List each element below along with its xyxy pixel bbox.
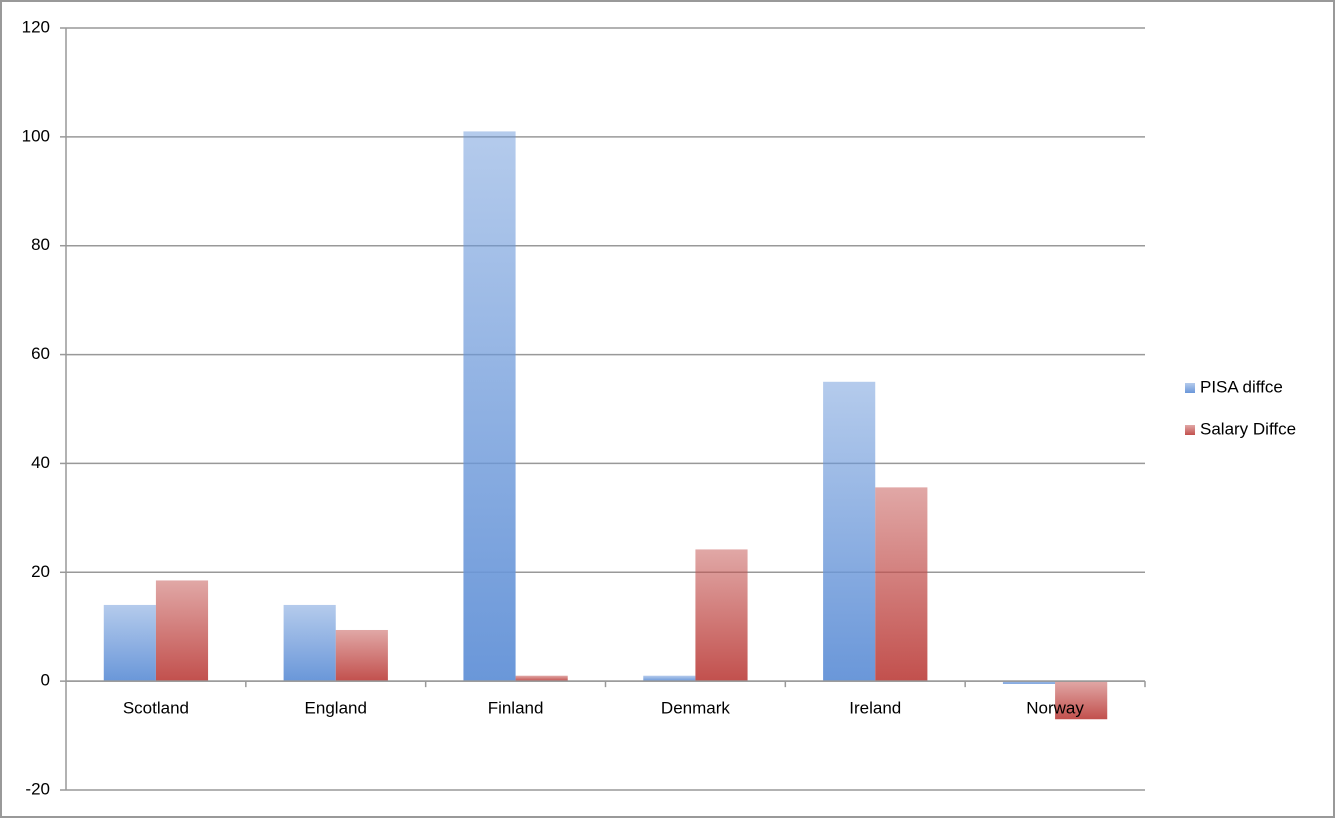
- bar: [515, 675, 568, 682]
- x-tick-label: Denmark: [661, 699, 730, 718]
- bar: [335, 629, 388, 682]
- y-tick-label: 0: [41, 671, 50, 690]
- y-tick-label: 120: [22, 17, 50, 36]
- legend-swatch: [1185, 383, 1195, 393]
- y-tick-label: -20: [25, 779, 50, 798]
- x-tick-label: Ireland: [849, 699, 901, 718]
- bar: [1055, 681, 1108, 720]
- x-tick-label: Norway: [1026, 699, 1084, 718]
- bar: [695, 549, 748, 682]
- y-tick-label: 100: [22, 126, 50, 145]
- bar: [643, 675, 696, 682]
- y-tick-label: 80: [31, 235, 50, 254]
- y-tick-label: 20: [31, 562, 50, 581]
- legend-swatch: [1185, 425, 1195, 435]
- bar: [103, 604, 156, 682]
- bar: [283, 604, 336, 682]
- bar: [875, 487, 928, 682]
- legend-label: Salary Diffce: [1200, 419, 1296, 438]
- bar: [823, 381, 876, 682]
- x-tick-label: England: [305, 699, 367, 718]
- x-tick-label: Scotland: [123, 699, 189, 718]
- legend-label: PISA diffce: [1200, 377, 1283, 396]
- bar: [463, 131, 516, 682]
- bar: [1002, 681, 1056, 684]
- bar: [155, 580, 209, 682]
- y-tick-label: 40: [31, 453, 50, 472]
- x-tick-label: Finland: [488, 699, 544, 718]
- y-tick-label: 60: [31, 344, 50, 363]
